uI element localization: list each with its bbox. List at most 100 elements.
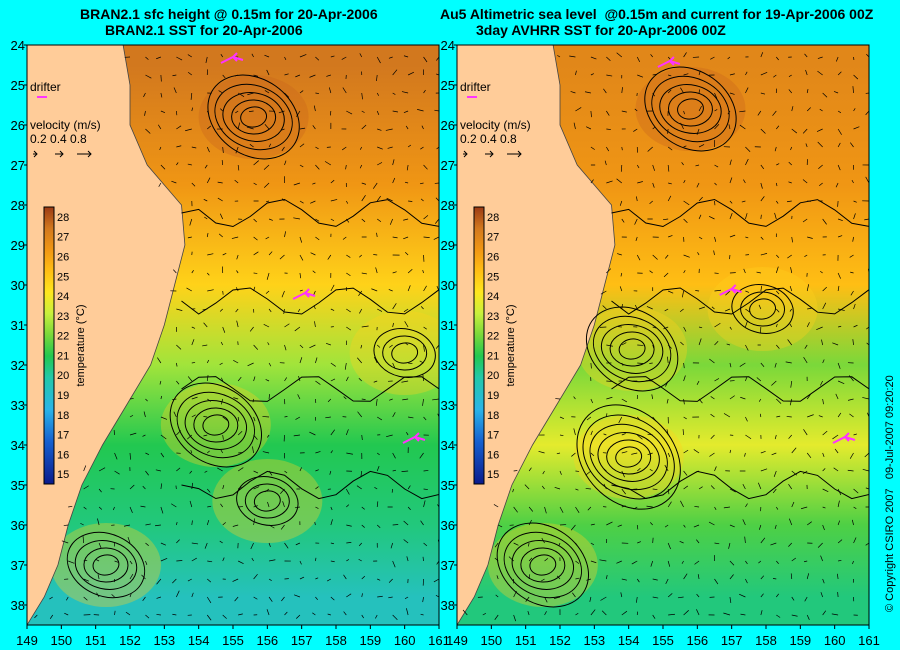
velocity-arrow — [346, 254, 351, 258]
sst-patch — [212, 459, 323, 543]
sea-level-contour — [74, 540, 138, 590]
velocity-arrow — [220, 449, 224, 454]
sea-level-contour — [576, 404, 681, 510]
velocity-arrow — [714, 378, 720, 382]
velocity-arrow — [173, 87, 177, 94]
velocity-arrow — [434, 109, 439, 112]
velocity-arrow — [637, 362, 644, 364]
velocity-arrow — [788, 518, 793, 526]
velocity-arrow — [299, 127, 306, 130]
velocity-arrow — [745, 344, 749, 351]
velocity-arrow — [508, 556, 514, 562]
velocity-arrow — [745, 236, 749, 239]
velocity-arrow — [482, 613, 487, 616]
velocity-arrow — [268, 143, 272, 148]
velocity-arrow — [837, 142, 841, 148]
velocity-arrow — [268, 218, 273, 221]
velocity-arrow — [142, 434, 146, 437]
velocity-arrow — [667, 146, 673, 151]
velocity-arrow — [361, 182, 367, 185]
y-tick-label: 36 — [441, 518, 455, 533]
velocity-arrow — [246, 126, 254, 130]
velocity-arrow — [616, 178, 623, 184]
velocity-arrow — [620, 164, 623, 172]
y-tick-label: 29 — [441, 238, 455, 253]
velocity-arrow — [129, 414, 134, 418]
velocity-arrow — [264, 124, 270, 130]
velocity-arrow — [403, 218, 409, 221]
velocity-arrow — [358, 377, 362, 382]
velocity-arrow — [832, 434, 839, 440]
velocity-arrow — [253, 470, 259, 474]
velocity-arrow — [407, 285, 411, 292]
velocity-arrow — [160, 395, 163, 400]
velocity-arrow — [575, 488, 579, 491]
velocity-arrow — [806, 573, 810, 580]
velocity-arrow — [404, 321, 409, 328]
velocity-arrow — [698, 89, 700, 94]
velocity-arrow — [249, 326, 254, 332]
y-tick-label: 33 — [441, 398, 455, 413]
velocity-arrow — [683, 362, 685, 369]
velocity-arrow — [160, 92, 163, 98]
right-map-panel: 24 25 26 27 28 29 30 31 32 33 34 35 36 37 38 149 150 151 1… — [441, 38, 880, 648]
left-title-line2: BRAN2.1 SST for 20-Apr-2006 — [105, 22, 303, 38]
velocity-arrow — [324, 161, 332, 166]
velocity-arrow — [423, 89, 426, 94]
velocity-arrow — [145, 542, 149, 546]
velocity-arrow — [392, 322, 394, 328]
velocity-arrow — [760, 92, 765, 95]
colorbar-tick-label: 17 — [57, 430, 69, 442]
velocity-arrow — [375, 614, 378, 619]
velocity-arrow — [176, 380, 180, 385]
velocity-arrow — [218, 233, 223, 238]
velocity-arrow — [649, 200, 653, 204]
velocity-arrow — [403, 110, 409, 113]
velocity-arrow — [422, 596, 424, 603]
velocity-arrow — [330, 55, 335, 58]
velocity-arrow — [298, 375, 301, 382]
velocity-arrow — [435, 594, 439, 598]
velocity-arrow — [832, 342, 839, 346]
velocity-arrow — [82, 536, 84, 544]
colorbar-tick-label: 16 — [57, 449, 69, 461]
velocity-arrow — [376, 465, 380, 472]
velocity-arrow — [189, 470, 193, 474]
velocity-arrow — [345, 429, 349, 436]
x-tick-label: 161 — [858, 633, 880, 648]
velocity-arrow — [160, 542, 167, 546]
velocity-legend-arrow — [55, 150, 64, 158]
colorbar-tick-label: 23 — [57, 311, 69, 323]
velocity-arrow — [817, 141, 823, 148]
velocity-arrow — [821, 339, 823, 346]
y-tick-label: 25 — [11, 78, 25, 93]
velocity-arrow — [776, 290, 780, 295]
velocity-arrow — [729, 596, 732, 603]
velocity-arrow — [160, 557, 168, 562]
velocity-arrow — [789, 308, 793, 312]
velocity-arrow — [341, 56, 347, 60]
velocity-arrow — [49, 614, 54, 619]
velocity-arrow — [330, 519, 333, 526]
velocity-arrow — [803, 429, 808, 436]
velocity-arrow — [315, 92, 320, 94]
velocity-arrow — [776, 506, 779, 510]
velocity-arrow — [822, 452, 825, 457]
velocity-arrow — [204, 470, 208, 473]
velocity-arrow — [158, 182, 162, 187]
velocity-arrow — [376, 110, 380, 116]
velocity-arrow — [345, 200, 349, 204]
velocity-arrow — [853, 200, 857, 203]
velocity-arrow — [618, 416, 623, 424]
sea-level-contour — [611, 287, 869, 315]
velocity-arrow — [376, 92, 380, 96]
velocity-arrow — [423, 542, 428, 547]
velocity-arrow — [652, 73, 658, 76]
sea-level-contour — [176, 391, 255, 459]
velocity-arrow — [237, 122, 241, 130]
velocity-arrow — [575, 107, 582, 112]
velocity-arrow — [602, 305, 607, 310]
velocity-arrow — [696, 539, 700, 544]
velocity-arrow — [714, 322, 721, 328]
velocity-arrow — [251, 557, 254, 562]
